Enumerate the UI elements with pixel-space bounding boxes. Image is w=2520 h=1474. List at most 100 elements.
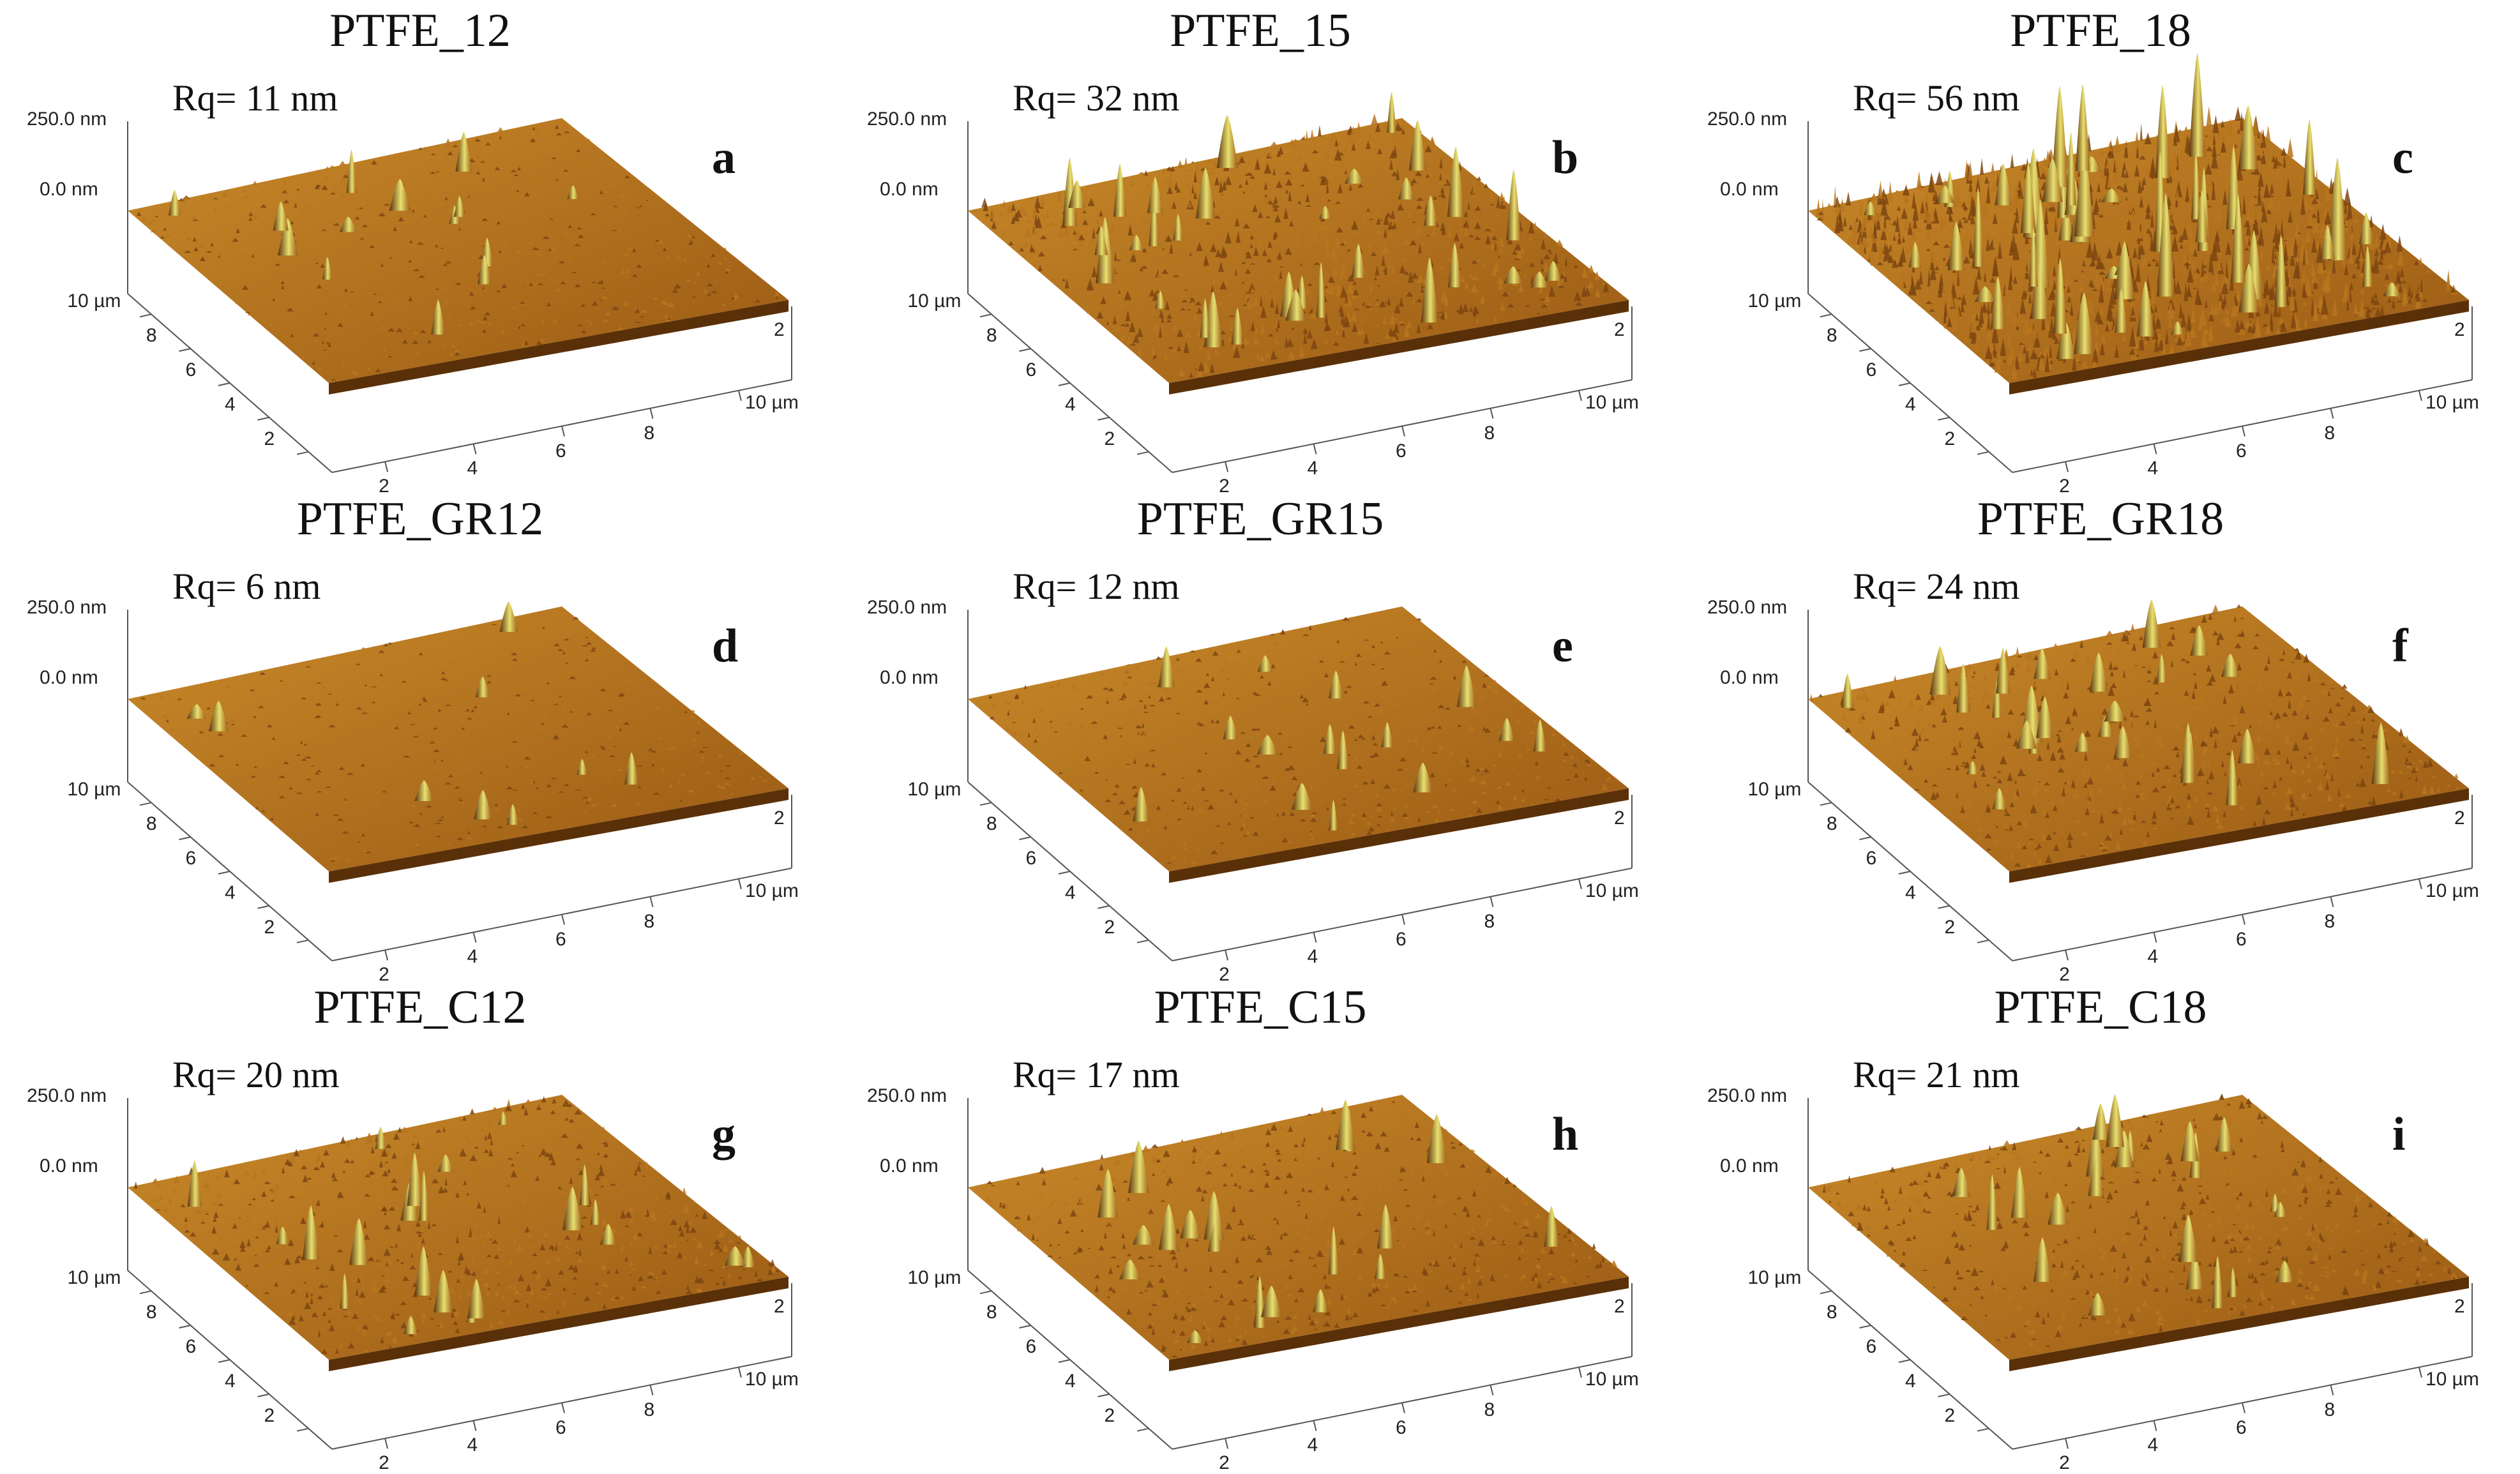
y-axis-tick-label: 6 [185, 1336, 196, 1358]
y-axis-tick-label: 4 [1065, 1371, 1076, 1392]
y-axis-tick-label: 4 [1905, 882, 1916, 904]
y-axis-tick-label: 4 [1905, 394, 1916, 416]
afm-surface-plot [0, 977, 840, 1465]
rq-label: Rq= 6 nm [172, 565, 321, 608]
y-axis-tick-label: 2 [1105, 428, 1115, 450]
x-axis-tick-label: 2 [379, 1452, 389, 1474]
rq-label: Rq= 56 nm [1853, 77, 2020, 119]
x-axis-tick-label: 4 [467, 458, 478, 479]
panel-letter: b [1552, 131, 1578, 185]
panel-title: PTFE_GR15 [840, 492, 1680, 546]
panel-title: PTFE_C12 [0, 981, 840, 1035]
z-axis-top-label: 250.0 nm [1707, 597, 1787, 619]
x-axis-tick-label: 10 µm [745, 1369, 799, 1390]
z-axis-top-label: 250.0 nm [867, 1085, 947, 1107]
afm-surface-plot [840, 977, 1680, 1465]
y-axis-tick-label: 2 [1945, 428, 1956, 450]
panel-title: PTFE_GR12 [0, 492, 840, 546]
z-axis-top-label: 250.0 nm [27, 1085, 107, 1107]
side-axis-tick-label: 2 [774, 1296, 785, 1318]
afm-surface-plot [1680, 0, 2520, 488]
rq-label: Rq= 11 nm [172, 77, 338, 119]
y-axis-tick-label: 2 [1105, 917, 1115, 938]
x-axis-tick-label: 4 [1308, 1434, 1318, 1456]
z-axis-top-label: 250.0 nm [867, 109, 947, 130]
y-axis-tick-label: 4 [225, 882, 236, 904]
x-axis-tick-label: 10 µm [1585, 880, 1639, 902]
x-axis-tick-label: 10 µm [745, 880, 799, 902]
y-axis-tick-label: 8 [1827, 1302, 1837, 1323]
afm-surface-plot [840, 0, 1680, 488]
panel-title: PTFE_C18 [1680, 981, 2520, 1035]
afm-surface-plot [0, 0, 840, 488]
x-axis-tick-label: 8 [1484, 1399, 1495, 1421]
y-axis-tick-label: 8 [986, 1302, 997, 1323]
x-axis-tick-label: 8 [2324, 911, 2335, 933]
y-axis-tick-label: 2 [1105, 1405, 1115, 1427]
z-axis-zero-label: 0.0 nm [880, 667, 939, 689]
x-axis-tick-label: 2 [1219, 1452, 1230, 1474]
y-axis-tick-label: 4 [1065, 882, 1076, 904]
y-axis-tick-label: 4 [1065, 394, 1076, 416]
x-axis-tick-label: 10 µm [2426, 880, 2479, 902]
rq-label: Rq= 32 nm [1013, 77, 1180, 119]
x-axis-tick-label: 4 [2148, 946, 2159, 968]
z-axis-zero-label: 0.0 nm [40, 667, 98, 689]
z-axis-zero-label: 0.0 nm [1720, 667, 1779, 689]
side-axis-tick-label: 2 [2454, 319, 2465, 341]
rq-label: Rq= 21 nm [1853, 1053, 2020, 1096]
y-axis-tick-label: 6 [185, 359, 196, 381]
y-axis-tick-label: 2 [264, 1405, 275, 1427]
y-axis-tick-label: 8 [146, 1302, 157, 1323]
y-axis-tick-label: 10 µm [1747, 290, 1801, 312]
x-axis-tick-label: 6 [1396, 440, 1407, 462]
x-axis-tick-label: 10 µm [1585, 392, 1639, 414]
y-axis-tick-label: 4 [1905, 1371, 1916, 1392]
y-axis-tick-label: 6 [1866, 359, 1876, 381]
panel-letter: h [1552, 1108, 1578, 1162]
x-axis-tick-label: 6 [2236, 440, 2247, 462]
x-axis-tick-label: 4 [1308, 946, 1318, 968]
z-axis-top-label: 250.0 nm [867, 597, 947, 619]
y-axis-tick-label: 6 [1025, 359, 1036, 381]
x-axis-tick-label: 8 [644, 1399, 654, 1421]
x-axis-tick-label: 10 µm [745, 392, 799, 414]
y-axis-tick-label: 10 µm [907, 1267, 961, 1289]
panel-title: PTFE_GR18 [1680, 492, 2520, 546]
z-axis-zero-label: 0.0 nm [40, 1155, 98, 1177]
afm-surface-plot [1680, 488, 2520, 977]
z-axis-top-label: 250.0 nm [1707, 1085, 1787, 1107]
panel-title: PTFE_12 [0, 4, 840, 58]
x-axis-tick-label: 6 [555, 440, 566, 462]
x-axis-tick-label: 8 [644, 911, 654, 933]
panel-letter: f [2392, 619, 2408, 673]
x-axis-tick-label: 6 [555, 929, 566, 951]
y-axis-tick-label: 10 µm [1747, 1267, 1801, 1289]
y-axis-tick-label: 8 [146, 325, 157, 347]
z-axis-zero-label: 0.0 nm [880, 179, 939, 200]
y-axis-tick-label: 10 µm [67, 290, 121, 312]
x-axis-tick-label: 4 [1308, 458, 1318, 479]
y-axis-tick-label: 6 [185, 848, 196, 869]
z-axis-top-label: 250.0 nm [27, 597, 107, 619]
z-axis-top-label: 250.0 nm [1707, 109, 1787, 130]
afm-surface-plot [0, 488, 840, 977]
side-axis-tick-label: 2 [2454, 1296, 2465, 1318]
panel-letter: g [712, 1108, 736, 1162]
y-axis-tick-label: 2 [264, 428, 275, 450]
x-axis-tick-label: 8 [1484, 423, 1495, 444]
x-axis-tick-label: 4 [2148, 458, 2159, 479]
rq-label: Rq= 12 nm [1013, 565, 1180, 608]
x-axis-tick-label: 4 [467, 1434, 478, 1456]
z-axis-zero-label: 0.0 nm [880, 1155, 939, 1177]
y-axis-tick-label: 10 µm [1747, 779, 1801, 801]
y-axis-tick-label: 10 µm [67, 779, 121, 801]
